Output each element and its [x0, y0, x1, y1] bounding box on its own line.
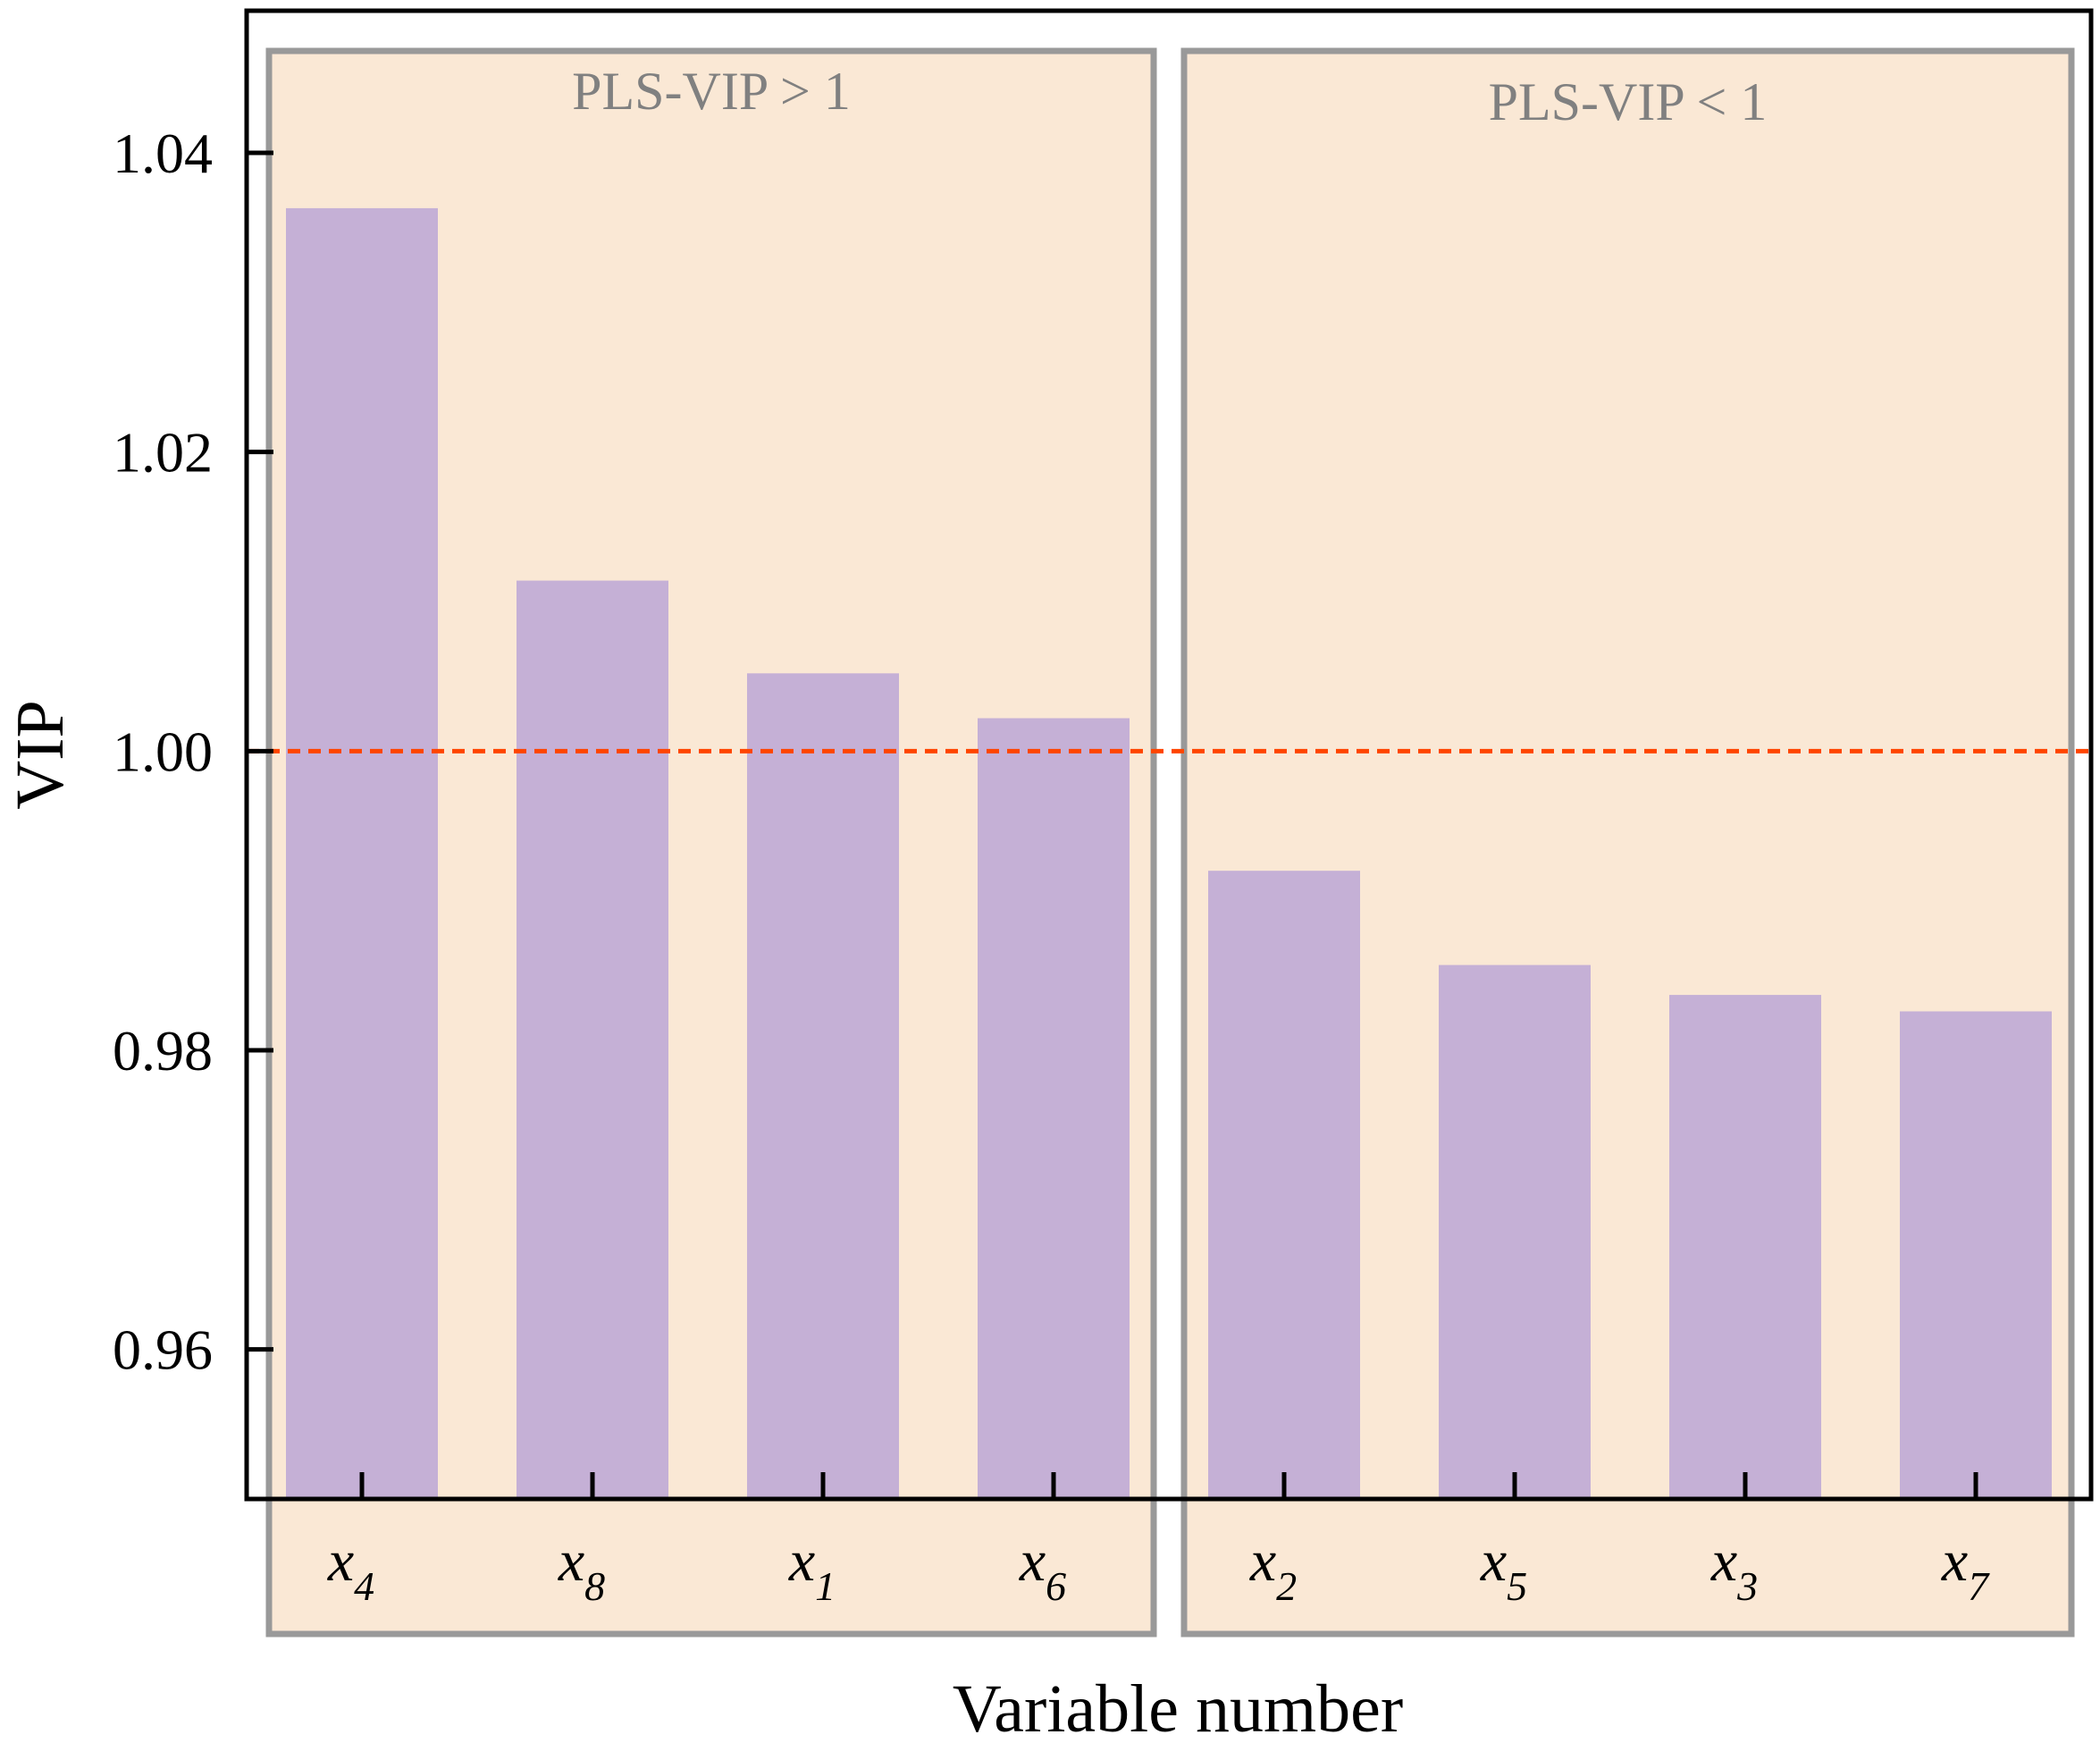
group-label-1: PLS-VIP > 1	[572, 62, 851, 121]
y-axis-title: VIP	[3, 700, 78, 809]
x-tick-label-x2: x2	[1249, 1528, 1297, 1609]
y-tick-label: 0.98	[113, 1019, 213, 1082]
x-tick-label-x1: x1	[788, 1528, 836, 1609]
bar-x4	[286, 207, 438, 1500]
bars	[286, 207, 2052, 1500]
axes-frame	[244, 8, 2094, 1502]
x-tick-label-x4: x4	[327, 1528, 374, 1609]
x-axis-title: Variable number	[953, 1671, 1403, 1743]
bar-x3	[1669, 995, 1821, 1499]
y-tick-label: 1.02	[113, 421, 213, 484]
x-tick-label-x7: x7	[1941, 1528, 1990, 1609]
x-axis-ticks: x4 x8 x1 x6 x2 x5 x3 x7	[327, 1472, 1990, 1609]
bar-x2	[1208, 871, 1360, 1499]
y-tick-label: 0.96	[113, 1318, 213, 1382]
x-tick-label-x8: x8	[558, 1528, 605, 1609]
x-tick-label-x6: x6	[1019, 1528, 1066, 1609]
x-tick-label-x3: x3	[1710, 1528, 1758, 1609]
bar-x7	[1900, 1011, 2052, 1499]
group-labels: PLS-VIP > 1 PLS-VIP < 1	[572, 62, 1767, 131]
bar-x8	[517, 580, 668, 1499]
bar-x6	[978, 718, 1130, 1499]
bar-x5	[1439, 964, 1591, 1499]
group-label-2: PLS-VIP < 1	[1489, 72, 1768, 131]
x-tick-label-x5: x5	[1480, 1528, 1527, 1609]
y-tick-label: 1.00	[113, 720, 213, 783]
y-tick-label: 1.04	[113, 122, 213, 185]
y-axis-ticks: 0.96 0.98 1.00 1.02 1.04	[113, 122, 273, 1382]
bar-x1	[747, 673, 899, 1499]
